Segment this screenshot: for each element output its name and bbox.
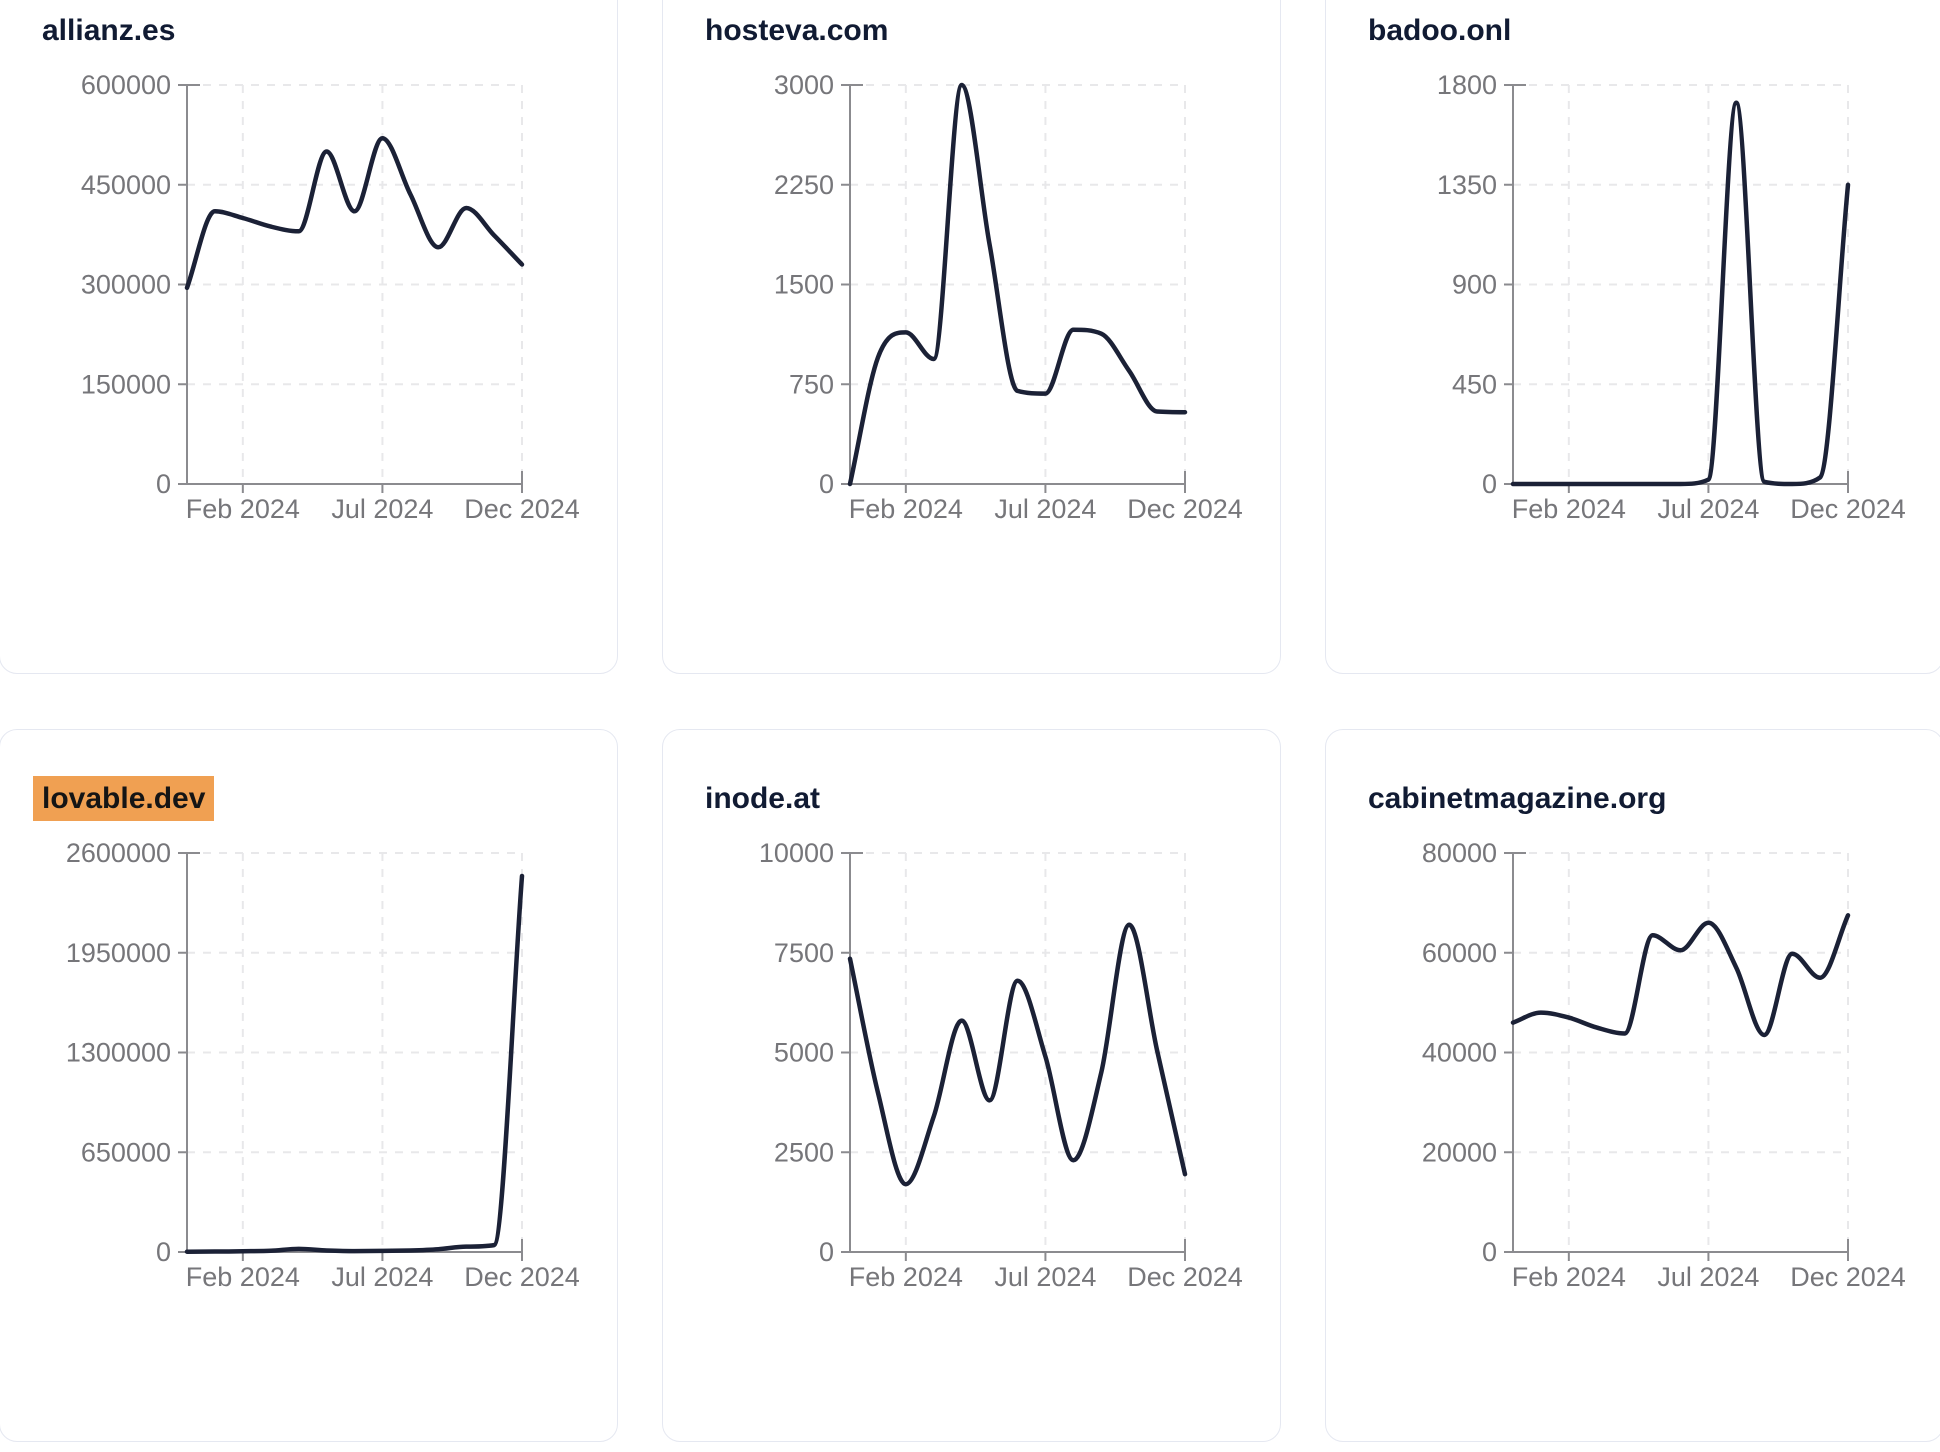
x-axis-tick-label: Feb 2024 bbox=[1512, 1262, 1626, 1292]
traffic-line-chart: 0 2500 5000 7500 10000 Feb 2024 Jul 2024 Dec 20… bbox=[759, 838, 1243, 1292]
y-axis-tick-label: 900 bbox=[1452, 270, 1497, 300]
x-axis-tick-label: Feb 2024 bbox=[186, 1262, 300, 1292]
traffic-series-line bbox=[1510, 913, 1851, 1038]
domain-card-allianz: allianz.es 0 150000 300000 450000 600000 Feb … bbox=[0, 0, 618, 674]
card-title: lovable.dev bbox=[33, 776, 215, 821]
y-axis-tick-label: 1300000 bbox=[66, 1038, 171, 1068]
card-title: cabinetmagazine.org bbox=[1368, 782, 1666, 816]
y-axis-tick-label: 150000 bbox=[81, 369, 171, 399]
y-axis-tick-label: 7500 bbox=[774, 938, 834, 968]
y-axis-tick-label: 450000 bbox=[81, 170, 171, 200]
y-axis-tick-label: 3000 bbox=[774, 70, 834, 100]
y-axis-tick-label: 0 bbox=[156, 1237, 171, 1267]
traffic-line-chart: 0 20000 40000 60000 80000 Feb 2024 Jul 2024 Dec… bbox=[1422, 838, 1906, 1292]
y-axis-tick-label: 0 bbox=[819, 1237, 834, 1267]
traffic-series-line bbox=[847, 922, 1188, 1187]
domain-name: lovable.dev bbox=[33, 776, 215, 821]
domain-name: badoo.onl bbox=[1368, 14, 1512, 47]
traffic-line-chart: 0 650000 1300000 1950000 2600000 Feb 2024 Jul … bbox=[66, 838, 580, 1292]
card-title: inode.at bbox=[705, 782, 820, 816]
x-axis-tick-label: Dec 2024 bbox=[1790, 1262, 1906, 1292]
x-axis-tick-label: Feb 2024 bbox=[849, 494, 963, 524]
domain-card-hosteva: hosteva.com 0 750 1500 2250 3000 Feb 2024 Jul … bbox=[662, 0, 1281, 674]
y-axis-tick-label: 2600000 bbox=[66, 838, 171, 868]
x-axis-tick-label: Jul 2024 bbox=[331, 494, 433, 524]
y-axis-tick-label: 2500 bbox=[774, 1137, 834, 1167]
traffic-line-chart: 0 150000 300000 450000 600000 Feb 2024 Jul 202… bbox=[81, 70, 580, 524]
y-axis-tick-label: 0 bbox=[819, 469, 834, 499]
domain-name: inode.at bbox=[705, 782, 821, 815]
domain-name: hosteva.com bbox=[705, 14, 889, 47]
y-axis-tick-label: 10000 bbox=[759, 838, 834, 868]
y-axis-tick-label: 650000 bbox=[81, 1137, 171, 1167]
domain-card-badoo: badoo.onl 0 450 900 1350 1800 Feb 2024 Jul 202… bbox=[1325, 0, 1940, 674]
domain-card-inode: inode.at 0 2500 5000 7500 10000 Feb 2024 Jul 2… bbox=[662, 729, 1281, 1442]
traffic-series-line bbox=[847, 82, 1188, 487]
y-axis-tick-label: 1950000 bbox=[66, 938, 171, 968]
traffic-series-line bbox=[184, 135, 525, 291]
domain-name: allianz.es bbox=[42, 14, 176, 47]
y-axis-tick-label: 0 bbox=[156, 469, 171, 499]
card-title: badoo.onl bbox=[1368, 14, 1511, 48]
y-axis-tick-label: 0 bbox=[1482, 1237, 1497, 1267]
x-axis-tick-label: Dec 2024 bbox=[1790, 494, 1906, 524]
x-axis-tick-label: Dec 2024 bbox=[1127, 494, 1243, 524]
y-axis-tick-label: 40000 bbox=[1422, 1038, 1497, 1068]
y-axis-tick-label: 2250 bbox=[774, 170, 834, 200]
y-axis-tick-label: 20000 bbox=[1422, 1137, 1497, 1167]
domain-card-lovable: lovable.dev 0 650000 1300000 1950000 2600000… bbox=[0, 729, 618, 1442]
x-axis-tick-label: Jul 2024 bbox=[331, 1262, 433, 1292]
x-axis-tick-label: Dec 2024 bbox=[1127, 1262, 1243, 1292]
x-axis-tick-label: Jul 2024 bbox=[994, 494, 1096, 524]
x-axis-tick-label: Feb 2024 bbox=[186, 494, 300, 524]
domain-name: cabinetmagazine.org bbox=[1368, 782, 1667, 815]
traffic-series-line bbox=[184, 873, 525, 1254]
y-axis-tick-label: 5000 bbox=[774, 1038, 834, 1068]
y-axis-tick-label: 1800 bbox=[1437, 70, 1497, 100]
y-axis-tick-label: 80000 bbox=[1422, 838, 1497, 868]
x-axis-tick-label: Jul 2024 bbox=[994, 1262, 1096, 1292]
card-title: hosteva.com bbox=[705, 14, 888, 48]
x-axis-tick-label: Feb 2024 bbox=[849, 1262, 963, 1292]
x-axis-tick-label: Jul 2024 bbox=[1657, 1262, 1759, 1292]
y-axis-tick-label: 300000 bbox=[81, 270, 171, 300]
y-axis-tick-label: 60000 bbox=[1422, 938, 1497, 968]
traffic-line-chart: 0 450 900 1350 1800 Feb 2024 Jul 2024 Dec 2024 bbox=[1437, 70, 1906, 524]
y-axis-tick-label: 0 bbox=[1482, 469, 1497, 499]
x-axis-tick-label: Dec 2024 bbox=[464, 1262, 580, 1292]
domain-card-cabinetmagazine: cabinetmagazine.org 0 20000 40000 60000 8000… bbox=[1325, 729, 1940, 1442]
y-axis-tick-label: 1350 bbox=[1437, 170, 1497, 200]
y-axis-tick-label: 750 bbox=[789, 369, 834, 399]
x-axis-tick-label: Feb 2024 bbox=[1512, 494, 1626, 524]
y-axis-tick-label: 600000 bbox=[81, 70, 171, 100]
y-axis-tick-label: 450 bbox=[1452, 369, 1497, 399]
traffic-series-line bbox=[1510, 100, 1851, 487]
x-axis-tick-label: Dec 2024 bbox=[464, 494, 580, 524]
card-title: allianz.es bbox=[42, 14, 175, 48]
traffic-line-chart: 0 750 1500 2250 3000 Feb 2024 Jul 2024 Dec 2024 bbox=[774, 70, 1243, 524]
x-axis-tick-label: Jul 2024 bbox=[1657, 494, 1759, 524]
y-axis-tick-label: 1500 bbox=[774, 270, 834, 300]
